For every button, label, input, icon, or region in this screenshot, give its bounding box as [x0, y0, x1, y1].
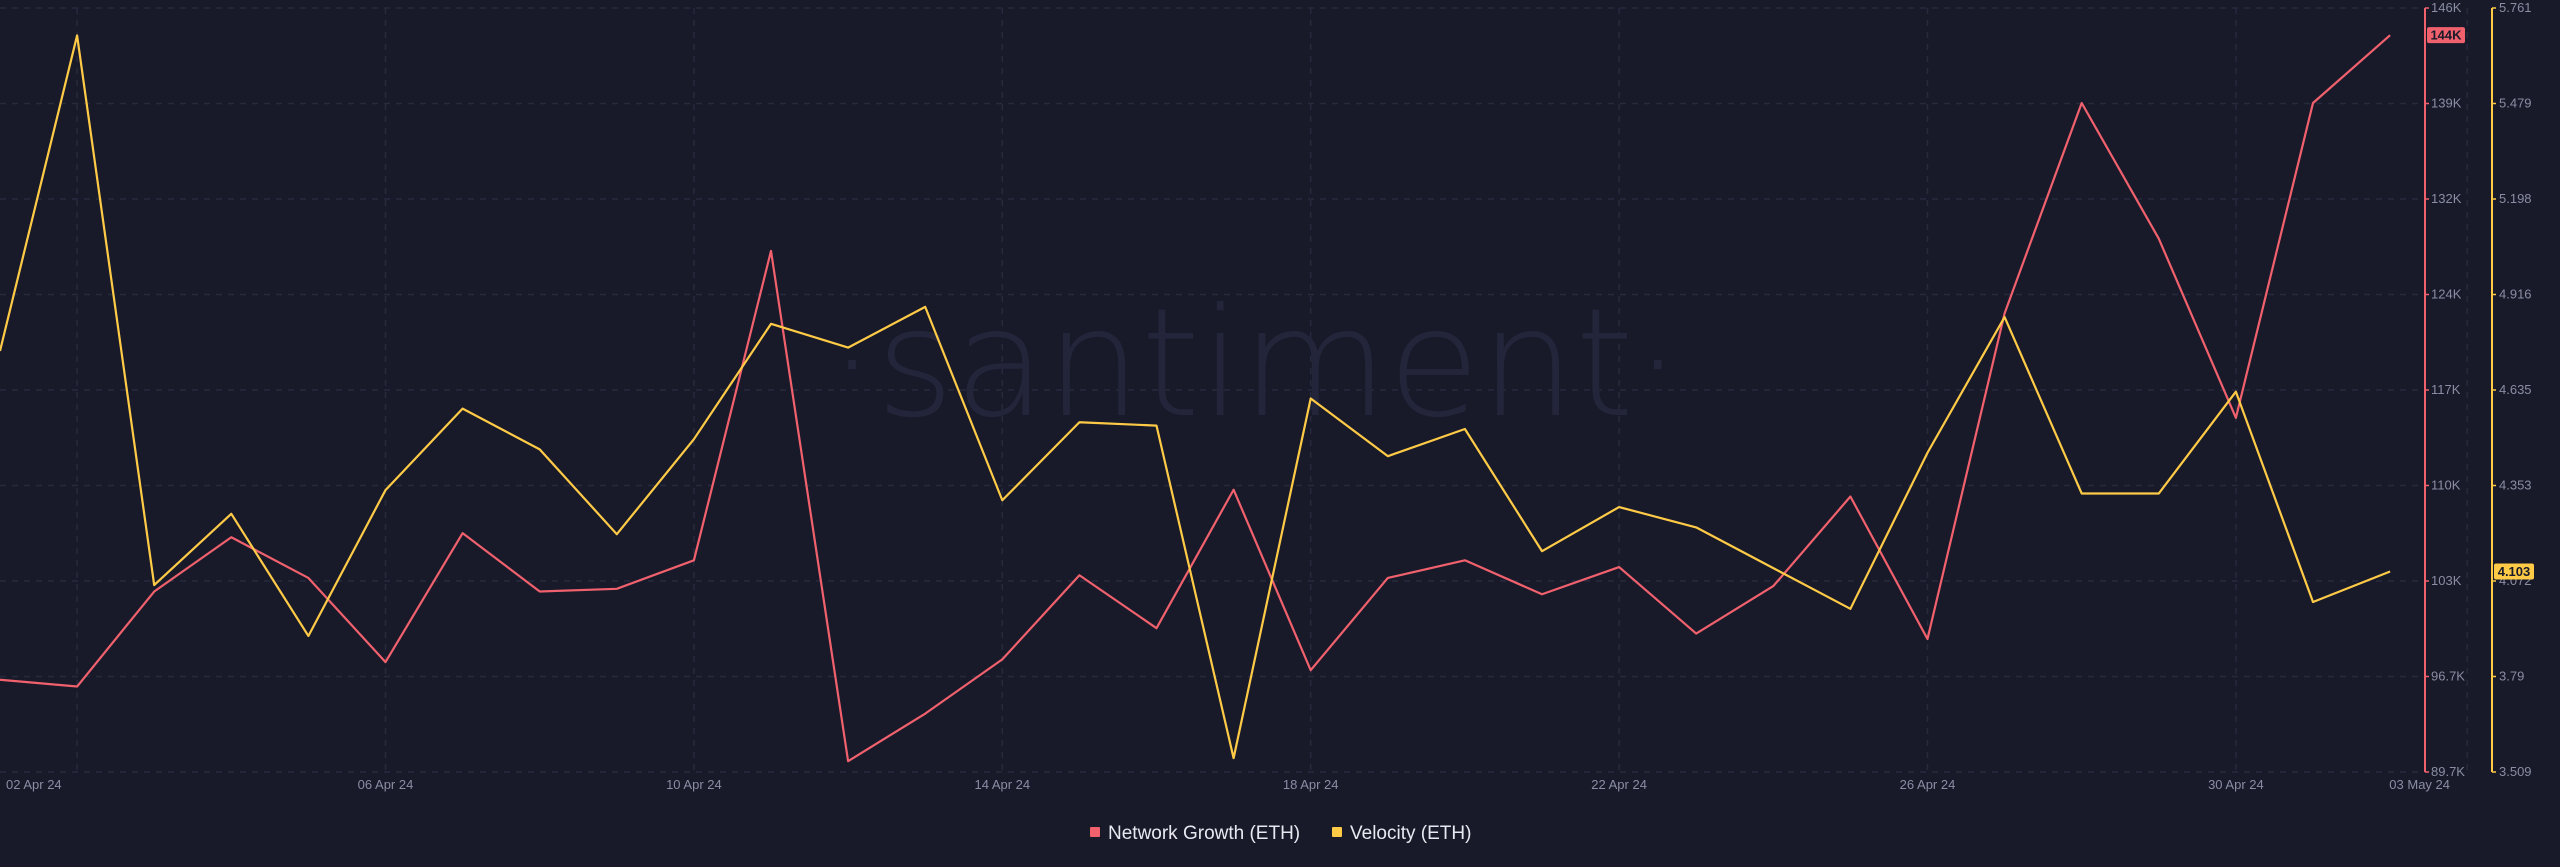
last-value-badge — [2427, 27, 2465, 44]
legend-label: Network Growth (ETH) — [1108, 823, 1300, 844]
x-tick-label: 30 Apr 24 — [2208, 777, 2264, 792]
y-left-tick-label: 139K — [2431, 96, 2462, 111]
y-left-tick-label: 124K — [2431, 287, 2462, 302]
y-right-tick-label: 5.198 — [2499, 191, 2532, 206]
santiment-watermark: ·santiment· — [828, 277, 1681, 451]
y-left-tick-label: 96.7K — [2431, 669, 2465, 684]
axes: 89.7K 96.7K 103K 110K 117K 124K 132K 139K 146K 3.… — [6, 0, 2534, 792]
legend[interactable]: Network Growth (ETH) Velocity (ETH) — [1090, 823, 1471, 844]
last-value-badge-label: 144K — [2430, 28, 2462, 43]
legend-item-network-growth[interactable]: Network Growth (ETH) — [1090, 823, 1300, 844]
legend-item-velocity[interactable]: Velocity (ETH) — [1332, 823, 1471, 844]
y-left-tick-label: 103K — [2431, 573, 2462, 588]
x-tick-label: 26 Apr 24 — [1900, 777, 1956, 792]
series-line-velocity — [0, 34, 2391, 760]
y-right-tick-label: 3.79 — [2499, 669, 2524, 684]
x-tick-label: 03 May 24 — [2389, 777, 2450, 792]
y-right-tick-label: 4.916 — [2499, 287, 2532, 302]
series-layer — [0, 34, 2391, 763]
legend-swatch — [1332, 827, 1342, 837]
legend-swatch — [1090, 827, 1100, 837]
last-value-badge — [2494, 563, 2534, 580]
x-tick-label: 02 Apr 24 — [6, 777, 62, 792]
grid — [0, 7, 2468, 773]
y-right-tick-label: 4.635 — [2499, 382, 2532, 397]
y-left-tick-label: 89.7K — [2431, 764, 2465, 779]
y-right-tick-label: 4.353 — [2499, 478, 2532, 493]
last-value-badge-label: 4.103 — [2498, 564, 2531, 579]
x-tick-label: 10 Apr 24 — [666, 777, 722, 792]
y-right-tick-label: 5.761 — [2499, 0, 2532, 15]
y-right-tick-label: 5.479 — [2499, 96, 2532, 111]
y-right-tick-label: 3.509 — [2499, 764, 2532, 779]
y-left-tick-label: 110K — [2431, 478, 2461, 493]
x-tick-label: 14 Apr 24 — [974, 777, 1030, 792]
x-tick-label: 06 Apr 24 — [358, 777, 414, 792]
x-tick-label: 18 Apr 24 — [1283, 777, 1339, 792]
y-left-tick-label: 146K — [2431, 0, 2462, 15]
series-line-network-growth — [0, 34, 2391, 763]
y-left-tick-label: 132K — [2431, 191, 2462, 206]
legend-label: Velocity (ETH) — [1350, 823, 1471, 844]
y-left-tick-label: 117K — [2431, 382, 2461, 397]
x-tick-label: 22 Apr 24 — [1591, 777, 1647, 792]
